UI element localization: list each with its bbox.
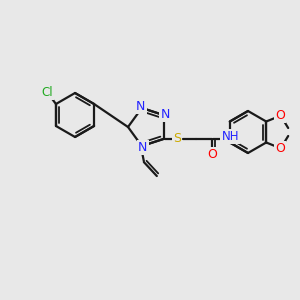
Text: O: O (275, 109, 285, 122)
Text: NH: NH (221, 130, 239, 143)
Text: S: S (173, 132, 181, 145)
Text: O: O (275, 142, 285, 155)
Text: N: N (136, 100, 146, 113)
Text: O: O (207, 148, 217, 161)
Text: N: N (138, 140, 148, 154)
Text: N: N (160, 108, 170, 121)
Text: Cl: Cl (41, 86, 53, 100)
